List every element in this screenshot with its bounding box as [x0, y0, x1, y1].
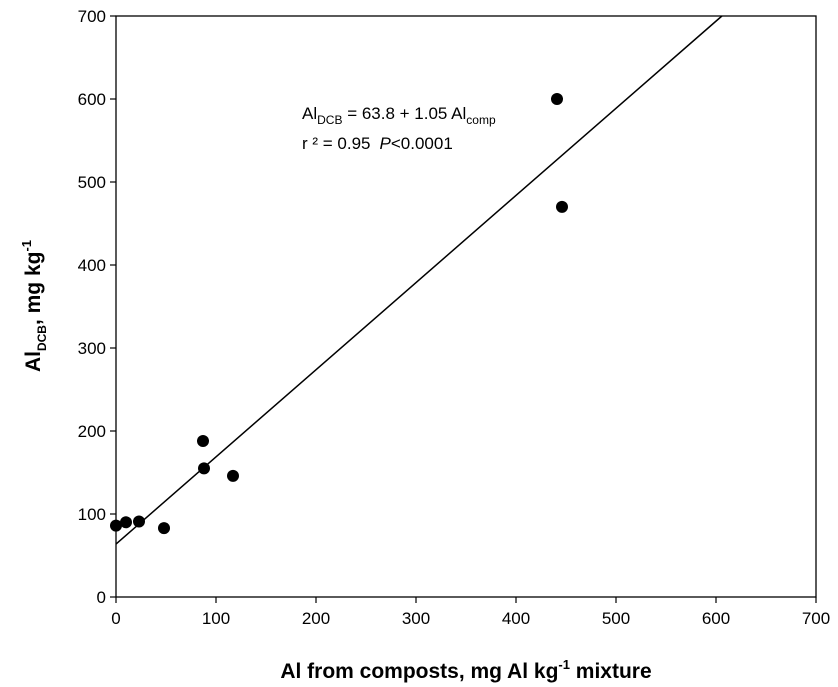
r-squared: r ² = 0.95 [302, 134, 371, 153]
data-point [158, 522, 170, 535]
regression-statistics: r ² = 0.95 P<0.0001 [302, 134, 453, 153]
regression-line [115, 15, 723, 545]
y-tick-label: 400 [78, 256, 106, 275]
data-point [197, 434, 209, 447]
x-tick-label: 400 [502, 609, 530, 628]
y-axis-title-tail: , mg kg [22, 252, 45, 326]
y-axis-title-superscript: -1 [19, 240, 34, 252]
x-tick-label: 300 [402, 609, 430, 628]
regression-equation: AlDCB = 63.8 + 1.05 Alcomp [302, 104, 496, 127]
y-axis-title-main: Al [22, 351, 45, 372]
x-tick-label: 700 [802, 609, 830, 628]
data-point [227, 469, 239, 482]
data-point [198, 462, 210, 475]
x-axis-title-superscript: -1 [558, 657, 570, 672]
equation-lhs-subscript: DCB [317, 113, 342, 127]
p-value: <0.0001 [391, 134, 453, 153]
y-tick-label: 0 [97, 588, 106, 607]
data-point [110, 519, 122, 532]
x-tick-label: 0 [111, 609, 120, 628]
x-axis-title-tail: mixture [570, 660, 652, 683]
data-point [556, 200, 568, 213]
y-axis-title: AlDCB, mg kg-1 [19, 240, 49, 372]
x-tick-label: 600 [702, 609, 730, 628]
plot-area [115, 15, 817, 598]
y-tick-label: 300 [78, 339, 106, 358]
data-point [133, 515, 145, 528]
equation-rhs-subscript: comp [466, 113, 496, 127]
y-tick-label: 200 [78, 422, 106, 441]
data-point [551, 93, 563, 105]
x-axis-title: Al from composts, mg Al kg-1 mixture [280, 657, 651, 683]
x-tick-label: 500 [602, 609, 630, 628]
data-point [120, 516, 132, 529]
equation-lhs: Al [302, 104, 317, 123]
equation-middle: = 63.8 + 1.05 Al [342, 104, 466, 123]
regression-line-group [115, 15, 723, 545]
axis-ticks: 0 100 200 300 400 500 600 700 0 100 200 300 400 500 60… [78, 7, 831, 628]
y-tick-label: 500 [78, 173, 106, 192]
y-tick-label: 100 [78, 505, 106, 524]
y-tick-label: 700 [78, 7, 106, 26]
p-value-symbol: P [380, 134, 392, 153]
data-points [110, 93, 568, 535]
y-axis-title-subscript: DCB [35, 325, 49, 351]
x-tick-label: 200 [302, 609, 330, 628]
x-tick-label: 100 [202, 609, 230, 628]
y-tick-label: 600 [78, 90, 106, 109]
x-axis-title-main: Al from composts, mg Al kg [280, 660, 558, 683]
